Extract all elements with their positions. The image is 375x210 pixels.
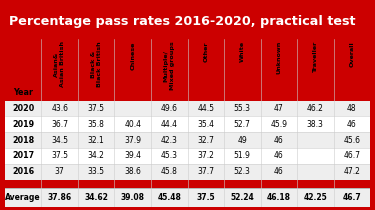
Bar (5, 164, 370, 180)
Text: Traveller: Traveller (313, 41, 318, 72)
Text: 49: 49 (237, 136, 247, 145)
Text: 38.6: 38.6 (124, 167, 141, 176)
Text: 44.4: 44.4 (161, 120, 178, 129)
Text: 46.7: 46.7 (342, 193, 361, 202)
Text: 47: 47 (274, 104, 284, 113)
Text: Other: Other (203, 41, 208, 62)
Text: 37.5: 37.5 (196, 193, 215, 202)
Text: 43.6: 43.6 (51, 104, 68, 113)
Text: 45.6: 45.6 (344, 136, 360, 145)
Text: 39.08: 39.08 (121, 193, 145, 202)
Text: 51.9: 51.9 (234, 151, 251, 160)
Text: 45.48: 45.48 (157, 193, 181, 202)
Text: 37.5: 37.5 (51, 151, 68, 160)
Text: 46.7: 46.7 (344, 151, 360, 160)
Bar (5, 117, 370, 132)
Text: 35.8: 35.8 (88, 120, 105, 129)
Text: 34.2: 34.2 (88, 151, 105, 160)
Text: Chinese: Chinese (130, 41, 135, 70)
Text: 36.7: 36.7 (51, 120, 68, 129)
Text: 46.18: 46.18 (267, 193, 291, 202)
Text: 46.2: 46.2 (307, 104, 324, 113)
Text: 32.7: 32.7 (197, 136, 214, 145)
Text: 52.7: 52.7 (234, 120, 251, 129)
Text: 2016: 2016 (12, 167, 34, 176)
Text: 2019: 2019 (12, 120, 34, 129)
Text: 37.7: 37.7 (197, 167, 214, 176)
Text: 44.5: 44.5 (197, 104, 214, 113)
Text: Year: Year (13, 88, 33, 97)
Text: 37: 37 (55, 167, 64, 176)
Text: 49.6: 49.6 (161, 104, 178, 113)
Text: 2017: 2017 (12, 151, 34, 160)
Text: 42.3: 42.3 (161, 136, 178, 145)
Text: 47.2: 47.2 (344, 167, 360, 176)
Text: 37.5: 37.5 (88, 104, 105, 113)
Text: 35.4: 35.4 (197, 120, 214, 129)
Text: 34.5: 34.5 (51, 136, 68, 145)
Bar (5, 188, 370, 207)
Text: 32.1: 32.1 (88, 136, 105, 145)
Text: Average: Average (5, 193, 41, 202)
Text: 38.3: 38.3 (307, 120, 324, 129)
Text: Overall: Overall (350, 41, 354, 67)
Text: 55.3: 55.3 (234, 104, 251, 113)
Text: 46: 46 (274, 136, 284, 145)
Text: 52.3: 52.3 (234, 167, 251, 176)
Text: 2018: 2018 (12, 136, 34, 145)
Text: Unknown: Unknown (276, 41, 281, 74)
Text: 2020: 2020 (12, 104, 34, 113)
Bar (5, 132, 370, 148)
Text: 45.9: 45.9 (270, 120, 287, 129)
Text: 52.24: 52.24 (230, 193, 254, 202)
Text: 37.2: 37.2 (197, 151, 214, 160)
Text: 48: 48 (347, 104, 357, 113)
Text: 37.86: 37.86 (48, 193, 72, 202)
Text: 42.25: 42.25 (303, 193, 327, 202)
Text: Asian&
Asian British: Asian& Asian British (54, 41, 65, 87)
Text: Black &
Black British: Black & Black British (91, 41, 102, 87)
Text: 40.4: 40.4 (124, 120, 141, 129)
Bar (5, 148, 370, 164)
Text: 46: 46 (347, 120, 357, 129)
Text: Multiple/
Mixed groups: Multiple/ Mixed groups (164, 41, 175, 90)
Text: 37.9: 37.9 (124, 136, 141, 145)
Text: 46: 46 (274, 167, 284, 176)
Text: 34.62: 34.62 (84, 193, 108, 202)
Text: 45.3: 45.3 (161, 151, 178, 160)
Text: 45.8: 45.8 (161, 167, 178, 176)
Text: 33.5: 33.5 (88, 167, 105, 176)
Text: White: White (240, 41, 245, 62)
Text: 39.4: 39.4 (124, 151, 141, 160)
Bar (5, 101, 370, 117)
Text: Percentage pass rates 2016-2020, practical test: Percentage pass rates 2016-2020, practic… (9, 15, 355, 28)
Text: 46: 46 (274, 151, 284, 160)
